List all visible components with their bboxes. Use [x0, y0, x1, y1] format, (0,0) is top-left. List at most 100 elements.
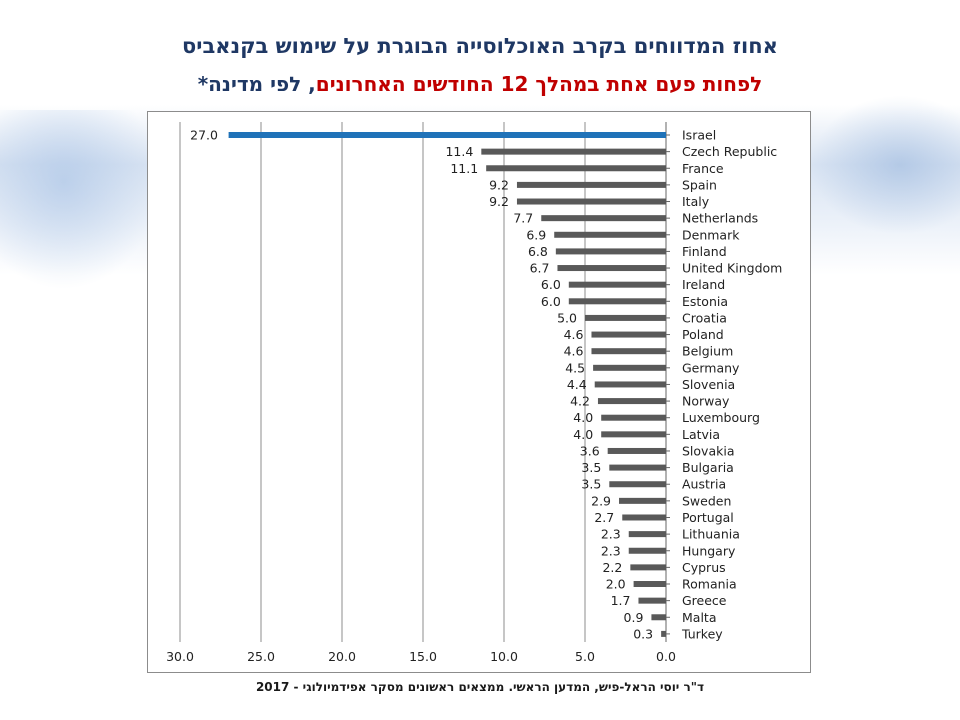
category-label: Cyprus [682, 560, 726, 575]
category-label: Sweden [682, 493, 731, 508]
bar-denmark [554, 231, 666, 238]
bar-israel [228, 132, 666, 138]
bar-lithuania [628, 531, 666, 538]
bar-italy [516, 198, 666, 205]
data-label: 1.7 [611, 593, 631, 608]
category-label: Spain [682, 177, 717, 192]
data-label: 3.5 [581, 460, 601, 475]
bar-romania [633, 581, 666, 588]
bar-bulgaria [609, 464, 666, 471]
data-label: 2.0 [606, 577, 626, 592]
category-label: Romania [682, 577, 737, 592]
data-label: 4.2 [570, 394, 590, 409]
category-label: Ireland [682, 277, 725, 292]
data-label: 3.5 [581, 477, 601, 492]
data-label: 4.0 [573, 427, 593, 442]
data-label: 2.7 [594, 510, 614, 525]
category-label: Slovakia [682, 443, 734, 458]
data-label: 11.4 [445, 144, 473, 159]
bar-united-kingdom [557, 265, 666, 272]
data-label: 6.7 [530, 261, 550, 276]
data-label: 9.2 [489, 194, 509, 209]
category-label: Hungary [682, 543, 736, 558]
bar-portugal [622, 514, 666, 521]
x-tick-label: 30.0 [166, 649, 194, 664]
x-tick-label: 5.0 [575, 649, 595, 664]
data-label: 11.1 [450, 161, 478, 176]
category-label: Lithuania [682, 527, 740, 542]
category-label: Estonia [682, 294, 728, 309]
x-tick-label: 10.0 [490, 649, 518, 664]
x-tick-label: 15.0 [409, 649, 437, 664]
bar-spain [516, 181, 666, 188]
category-label: Czech Republic [682, 144, 777, 159]
data-label: 0.3 [633, 626, 653, 641]
bar-slovenia [594, 381, 666, 388]
data-label: 9.2 [489, 177, 509, 192]
bar-germany [593, 364, 666, 371]
category-label: Austria [682, 477, 726, 492]
bar-ireland [568, 281, 666, 288]
bar-croatia [585, 314, 666, 321]
category-label: Finland [682, 244, 727, 259]
category-label: Belgium [682, 344, 733, 359]
bar-czech-republic [481, 148, 666, 155]
category-label: Turkey [681, 626, 723, 641]
source-footnote: ד"ר יוסי הראל-פיש, המדען הראשי. ממצאים ר… [255, 680, 705, 694]
data-label: 6.0 [541, 277, 561, 292]
data-label: 2.3 [601, 543, 621, 558]
category-label: United Kingdom [682, 261, 782, 276]
data-label: 0.9 [624, 610, 644, 625]
bar-turkey [661, 630, 666, 637]
data-label: 3.6 [580, 443, 600, 458]
category-label: Israel [682, 128, 716, 143]
category-label: Netherlands [682, 211, 758, 226]
category-label: Greece [682, 593, 727, 608]
category-label: Italy [682, 194, 710, 209]
background-shape-left [0, 110, 160, 290]
bar-belgium [591, 348, 666, 355]
category-label: Germany [682, 360, 740, 375]
bar-finland [555, 248, 666, 255]
bar-hungary [628, 547, 666, 554]
category-label: Bulgaria [682, 460, 734, 475]
data-label: 4.6 [564, 344, 584, 359]
chart-title-line2: לפחות פעם אחת במהלך 12 החודשים האחרונים,… [0, 72, 960, 96]
data-label: 5.0 [557, 310, 577, 325]
category-label: Portugal [682, 510, 734, 525]
data-label: 4.5 [565, 360, 585, 375]
bar-malta [651, 614, 666, 621]
title-comma: , [301, 72, 316, 96]
bar-france [486, 165, 666, 172]
data-label: 2.9 [591, 493, 611, 508]
data-label: 2.2 [602, 560, 622, 575]
data-label: 2.3 [601, 527, 621, 542]
category-label: Slovenia [682, 377, 735, 392]
bar-sweden [619, 497, 666, 504]
data-label: 27.0 [190, 128, 218, 143]
chart-frame: 30.0 25.0 20.0 15.0 10.0 5.0 0.0 27.0 Israel 11.4… [147, 111, 811, 673]
bar-austria [609, 481, 666, 488]
title-by-country-text: לפי מדינה* [197, 72, 302, 96]
data-label: 6.0 [541, 294, 561, 309]
category-label: France [682, 161, 724, 176]
background-shape-right [810, 95, 960, 235]
bar-cyprus [630, 564, 666, 571]
category-label: Poland [682, 327, 724, 342]
data-label: 6.8 [528, 244, 548, 259]
data-label: 7.7 [513, 211, 533, 226]
bar-latvia [601, 431, 666, 438]
data-label: 6.9 [526, 227, 546, 242]
bar-slovakia [607, 447, 666, 454]
x-tick-label: 25.0 [247, 649, 275, 664]
bar-netherlands [541, 215, 666, 222]
bar-norway [597, 398, 666, 405]
x-tick-label: 20.0 [328, 649, 356, 664]
category-label: Luxembourg [682, 410, 760, 425]
bar-luxembourg [601, 414, 666, 421]
x-tick-label: 0.0 [656, 649, 676, 664]
data-label: 4.0 [573, 410, 593, 425]
bar-greece [638, 597, 666, 604]
chart-title-line1: אחוז המדווחים בקרב האוכלוסייה הבוגרת על … [182, 34, 778, 58]
title-period-text: לפחות פעם אחת במהלך 12 החודשים האחרונים [315, 72, 763, 96]
